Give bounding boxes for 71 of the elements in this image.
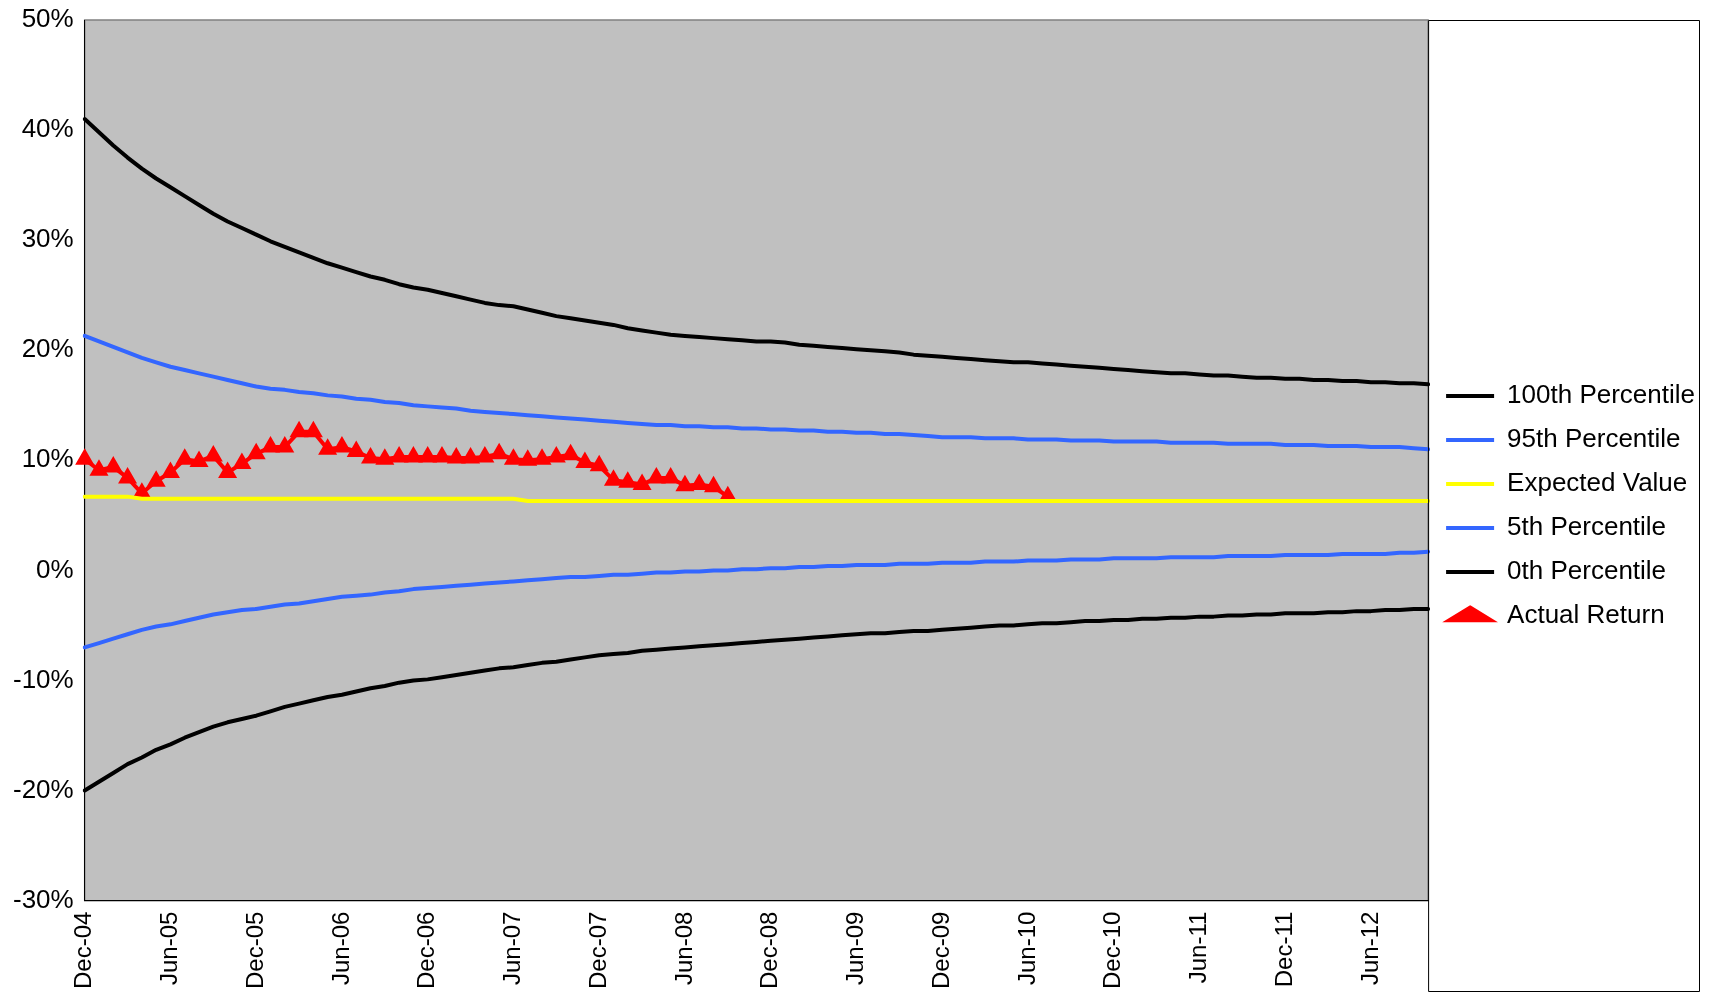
point: [76, 450, 93, 465]
x-tick-label: Jun-12: [1355, 911, 1383, 986]
point: [362, 449, 379, 464]
point: [405, 448, 422, 463]
point: [276, 438, 293, 453]
point: [346, 440, 365, 458]
point: [575, 451, 593, 469]
point: [333, 438, 351, 453]
point: [105, 457, 122, 473]
point: [205, 446, 222, 462]
point: [662, 468, 679, 484]
point: [119, 468, 136, 484]
point: [491, 442, 508, 460]
y-tick-label: 40%: [21, 113, 74, 144]
x-tick-label: Dec-08: [755, 911, 783, 990]
y-tick-label: 10%: [21, 443, 74, 474]
x-tick-label: Jun-08: [669, 911, 697, 986]
y-tick-label: 50%: [21, 3, 74, 34]
point: [448, 449, 465, 464]
point: [605, 471, 622, 486]
x-tick-label: Dec-07: [583, 911, 611, 990]
point: [519, 451, 536, 466]
x-tick-label: Dec-06: [412, 911, 440, 990]
point: [505, 450, 522, 465]
point: [562, 443, 579, 461]
x-tick-label: Dec-04: [69, 911, 97, 990]
point: [548, 448, 565, 463]
x-tick-label: Dec-11: [1269, 911, 1297, 988]
legend-label: Actual Return: [1507, 599, 1665, 630]
y-tick-label: 20%: [21, 333, 74, 364]
point: [648, 468, 665, 484]
y-tick-label: -10%: [12, 663, 74, 694]
y-tick-label: -30%: [12, 883, 74, 914]
point: [148, 472, 165, 487]
point: [376, 450, 393, 465]
legend-label: Expected Value: [1507, 467, 1688, 498]
x-tick-label: Jun-11: [1184, 911, 1212, 984]
point: [419, 448, 436, 463]
point: [247, 442, 266, 460]
legend-label: 100th Percentile: [1507, 379, 1695, 410]
point: [619, 473, 636, 488]
x-tick-label: Dec-05: [240, 911, 268, 990]
point: [90, 461, 108, 476]
legend-label: 5th Percentile: [1507, 511, 1667, 542]
point: [391, 448, 408, 463]
point: [319, 440, 336, 455]
y-tick-label: 0%: [36, 553, 74, 584]
point: [304, 420, 323, 438]
point: [190, 452, 208, 467]
point: [433, 448, 451, 463]
point: [691, 473, 708, 491]
point: [176, 450, 193, 465]
point: [533, 450, 551, 465]
x-tick-label: Jun-09: [841, 911, 869, 986]
y-tick-label: -20%: [12, 773, 74, 804]
x-tick-label: Jun-07: [498, 911, 526, 986]
x-tick-label: Jun-10: [1012, 911, 1040, 986]
point: [219, 463, 236, 478]
x-tick-label: Jun-06: [326, 911, 354, 986]
point: [162, 463, 179, 478]
legend-label: 95th Percentile: [1507, 423, 1681, 454]
point: [233, 452, 252, 470]
x-tick-label: Dec-09: [926, 911, 954, 990]
point: [262, 438, 279, 453]
x-tick-label: Jun-05: [155, 911, 183, 986]
point: [462, 449, 479, 464]
legend-label: 0th Percentile: [1507, 555, 1667, 586]
y-tick-label: 30%: [21, 223, 74, 254]
point: [476, 448, 493, 463]
point: [704, 475, 723, 493]
x-tick-label: Dec-10: [1098, 911, 1126, 990]
